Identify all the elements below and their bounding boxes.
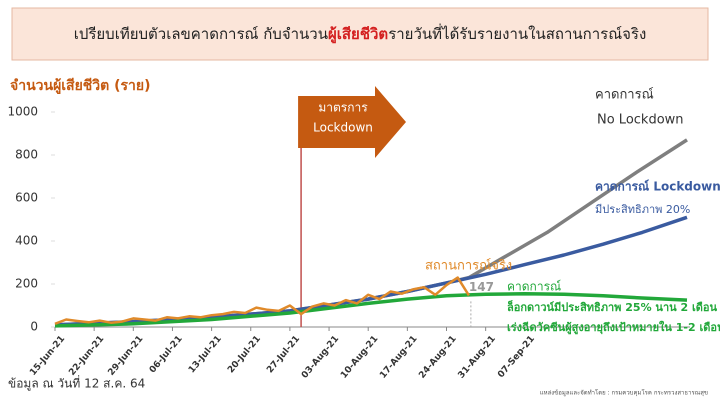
x-tick-label: 06-Jul-21 [148,334,185,375]
y-tick-label: 600 [15,191,38,205]
annotation: No Lockdown [597,113,684,128]
y-axis-label: จำนวนผู้เสียชีวิต (ราย) [10,78,151,94]
lockdown-label: มาตรการ [318,101,368,115]
x-tick-label: 15-Jun-21 [28,334,67,378]
x-tick-label: 29-Jun-21 [107,334,146,378]
annotation: คาดการณ์ [595,87,654,103]
x-tick-label: 20-Jul-21 [226,334,263,375]
y-tick-label: 0 [30,320,38,334]
title-part: รายวันที่ได้รับรายงานในสถานการณ์จริง [388,23,646,43]
x-tick-label: 10-Aug-21 [339,334,380,381]
y-tick-label: 400 [15,234,38,248]
series-line [54,215,688,327]
footnote: ข้อมูล ณ วันที่ 12 ส.ค. 64 [8,375,145,392]
y-tick-label: 200 [15,277,38,291]
annotation: สถานการณ์จริง [425,258,512,274]
title-part: เปรียบเทียบตัวเลขคาดการณ์ กับจำนวน [74,25,328,43]
annotation: ล็อกดาวน์มีประสิทธิภาพ 25% นาน 2 เดือน + [507,300,720,314]
x-tick-label: 17-Aug-21 [378,334,419,381]
annotation: มีประสิทธิภาพ 20% [595,203,690,216]
x-tick-label: 27-Jul-21 [265,334,302,375]
chart-title: เปรียบเทียบตัวเลขคาดการณ์ กับจำนวนผู้เสี… [74,23,647,44]
annotation: คาดการณ์ Lockdown [595,180,720,194]
series-line [54,291,688,328]
x-tick-label: 22-Jun-21 [67,334,106,378]
annotation: คาดการณ์ [507,280,561,294]
x-tick-label: 07-Sep-21 [496,334,537,380]
x-tick-label: 13-Jul-21 [187,334,224,375]
title-highlight: ผู้เสียชีวิต [328,25,388,44]
y-tick-label: 1000 [7,105,38,119]
lockdown-arrow [298,86,406,158]
annotation: เร่งฉีดวัคซีนผู้สูงอายุถึงเป้าหมายใน 1-2… [507,320,720,335]
source: แหล่งข้อมูลและจัดทำโดย : กรมควบคุมโรค กร… [540,389,708,397]
y-tick-label: 800 [15,148,38,162]
x-tick-label: 03-Aug-21 [300,334,341,381]
x-tick-label: 31-Aug-21 [457,334,498,381]
series-line [54,276,470,325]
title-box [11,7,709,61]
value-label: 147 [469,280,494,294]
x-tick-label: 24-Aug-21 [417,334,458,381]
lockdown-label: Lockdown [313,121,373,135]
